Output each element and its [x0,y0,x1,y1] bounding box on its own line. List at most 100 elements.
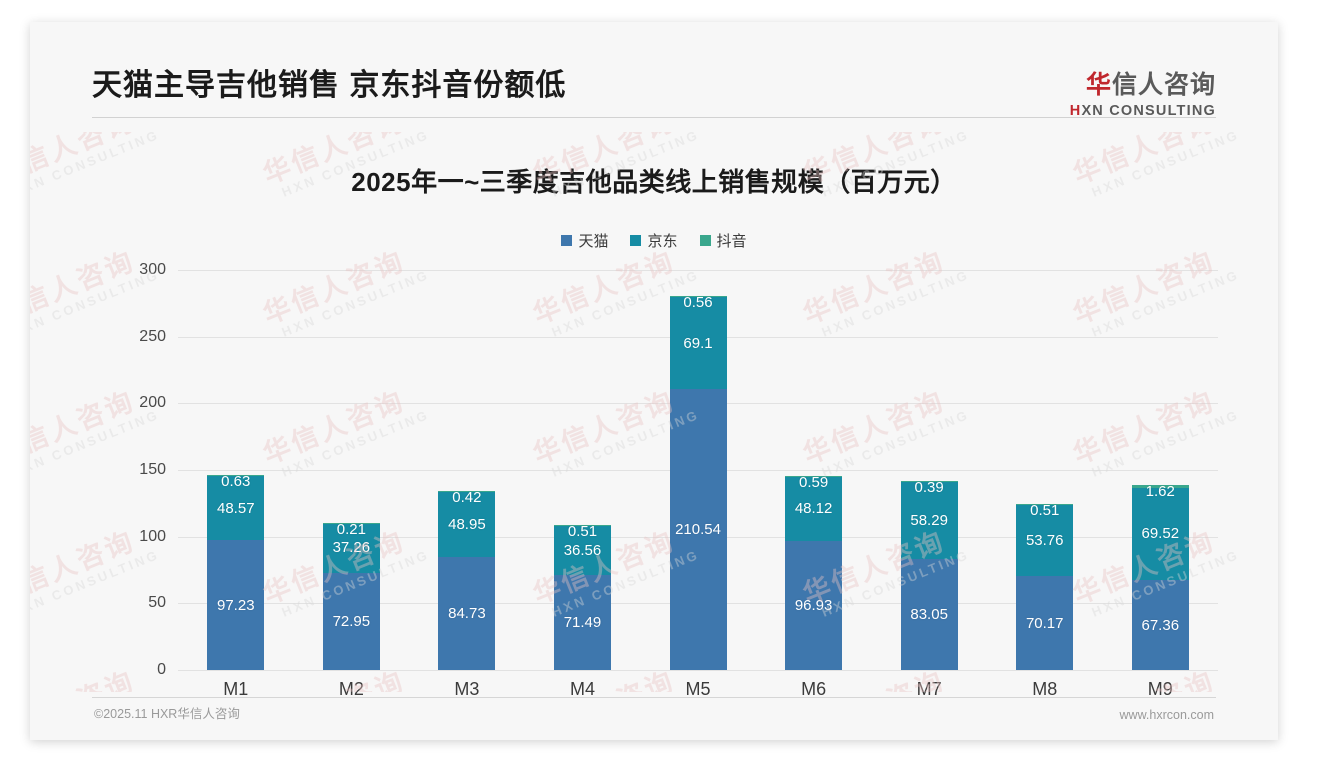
bar-segment-京东[interactable]: 48.95 [438,491,496,558]
x-axis-tick-label: M8 [1032,679,1058,699]
bar-value-label: 69.52 [1141,525,1180,543]
bar-value-label: 0.21 [336,520,366,538]
page-title: 天猫主导吉他销售 京东抖音份额低 [92,69,567,102]
bar-segment-天猫[interactable]: 71.49 [553,574,611,670]
bar-value-label: 72.95 [332,612,371,630]
y-axis-tick-label: 300 [139,261,166,278]
x-axis-tick-label: M3 [454,679,480,699]
bar-column[interactable]: 97.23 48.57 0.63 [178,270,294,670]
bar-value-label: 0.63 [221,472,251,490]
slide-header: 天猫主导吉他销售 京东抖音份额低 华信人咨询 HXN CONSULTING [30,22,1278,119]
bar-stack: 96.93 48.12 0.59 [785,474,843,670]
bar-value-label: 69.1 [683,334,713,352]
slide-card: 天猫主导吉他销售 京东抖音份额低 华信人咨询 HXN CONSULTING 20… [30,22,1278,740]
bar-segment-天猫[interactable]: 84.73 [438,557,496,670]
x-axis-tick-label: M7 [916,679,942,699]
footer-divider [92,697,1216,698]
bar-value-label: 97.23 [217,596,255,614]
chart-container: 2025年一~三季度吉他品类线上销售规模（百万元） 天猫 京东 抖音 0 50 100 1… [30,117,1278,699]
bar-segment-京东[interactable]: 69.1 [669,297,727,390]
bar-column[interactable]: 70.17 53.76 0.51 [987,270,1103,670]
legend-item-京东[interactable]: 京东 [630,230,678,251]
bar-value-label: 53.76 [1025,532,1064,550]
legend-item-抖音[interactable]: 抖音 [699,230,747,251]
bar-value-label: 48.12 [794,500,833,518]
bar-segment-抖音[interactable]: 0.59 [785,474,843,491]
y-axis-tick-label: 100 [139,527,166,545]
y-axis-tick-label: 50 [148,594,166,612]
legend-item-天猫[interactable]: 天猫 [561,230,608,251]
legend-label: 抖音 [716,233,747,250]
bar-value-label: 0.39 [914,479,944,497]
legend-swatch-icon [561,235,573,246]
bar-segment-京东[interactable]: 69.52 [1131,487,1189,581]
x-axis-tick-label: M9 [1147,679,1173,699]
bar-segment-天猫[interactable]: 210.54 [669,389,727,670]
brand-logo-en-accent: H [1069,102,1082,119]
y-axis-tick-label: 0 [157,661,166,678]
x-axis-tick-label: M5 [685,679,711,699]
chart-x-axis: M1 M2 M3 M4 M5 M6 M7 M8 M9 [178,679,1218,700]
bar-value-label: 71.49 [563,613,602,631]
chart-plot-area: 0 50 100 150 200 250 300 97.23 48.57 0.63 72.95 37… [139,261,1218,678]
bar-value-label: 48.95 [448,515,486,533]
brand-logo-cn-accent: 华 [1085,71,1112,99]
chart-bars: 97.23 48.57 0.63 72.95 37.26 0.21 84.73 48.95 0.… [178,270,1218,670]
bar-segment-抖音[interactable]: 0.51 [553,523,611,540]
bar-segment-京东[interactable]: 36.56 [553,525,611,575]
gridline [178,270,1218,271]
bar-segment-京东[interactable]: 48.12 [785,476,843,541]
footer-copyright: ©2025.11 HXR华信人咨询 [94,707,240,721]
bar-stack: 97.23 48.57 0.63 [207,473,265,670]
bar-column[interactable]: 72.95 37.26 0.21 [294,270,410,670]
bar-column[interactable]: 84.73 48.95 0.42 [409,270,525,670]
bar-value-label: 84.73 [448,605,486,623]
bar-column[interactable]: 96.93 48.12 0.59 [756,270,872,670]
bar-value-label: 1.62 [1145,483,1175,501]
bar-segment-京东[interactable]: 53.76 [1016,504,1074,577]
bar-value-label: 0.51 [567,523,598,541]
bar-segment-天猫[interactable]: 67.36 [1131,580,1189,670]
bar-segment-天猫[interactable]: 72.95 [322,572,380,670]
legend-swatch-icon [699,235,711,246]
bar-segment-京东[interactable]: 58.29 [900,481,958,560]
y-axis-tick-label: 250 [139,327,166,345]
bar-column[interactable]: 83.05 58.29 0.39 [871,270,987,670]
bar-segment-京东[interactable]: 37.26 [322,523,380,573]
bar-value-label: 67.36 [1141,616,1180,634]
y-axis-tick-label: 200 [139,394,166,412]
gridline [178,670,1218,671]
bar-segment-抖音[interactable]: 0.51 [1016,502,1074,519]
legend-label: 天猫 [578,233,609,250]
bar-stack: 72.95 37.26 0.21 [322,520,380,670]
bar-value-label: 58.29 [910,511,948,529]
bar-segment-天猫[interactable]: 97.23 [207,540,265,670]
bar-column[interactable]: 210.54 69.1 0.56 [640,270,756,670]
brand-logo-cn-rest: 信人咨询 [1111,71,1216,99]
x-axis-tick-label: M6 [801,679,827,699]
bar-stack: 83.05 58.29 0.39 [900,479,958,670]
bar-value-label: 36.56 [563,541,602,559]
brand-logo-cn: 华信人咨询 [1070,71,1216,100]
bar-value-label: 0.56 [683,294,713,312]
bar-segment-抖音[interactable]: 0.42 [438,489,496,506]
footer-website: www.hxrcon.com [1119,708,1214,722]
bar-segment-天猫[interactable]: 96.93 [785,540,843,670]
bar-segment-京东[interactable]: 48.57 [207,475,265,541]
bar-value-label: 0.59 [798,473,829,491]
bar-stack: 210.54 69.1 0.56 [669,294,727,670]
bar-stack: 70.17 53.76 0.51 [1016,502,1074,670]
bar-segment-抖音[interactable]: 0.63 [207,473,265,490]
bar-segment-天猫[interactable]: 70.17 [1016,576,1074,670]
brand-logo: 华信人咨询 HXN CONSULTING [1069,71,1216,119]
bar-segment-抖音[interactable]: 0.56 [669,294,727,311]
bar-column[interactable]: 71.49 36.56 0.51 [525,270,641,670]
bar-segment-抖音[interactable]: 0.39 [900,479,958,496]
bar-value-label: 210.54 [675,521,721,539]
bar-segment-天猫[interactable]: 83.05 [900,559,958,670]
bar-segment-抖音[interactable]: 1.62 [1131,483,1189,500]
chart-title: 2025年一~三季度吉他品类线上销售规模（百万元） [351,167,957,197]
bar-value-label: 0.42 [452,489,482,507]
bar-column[interactable]: 67.36 69.52 1.62 [1103,270,1219,670]
bar-value-label: 96.93 [794,596,833,614]
